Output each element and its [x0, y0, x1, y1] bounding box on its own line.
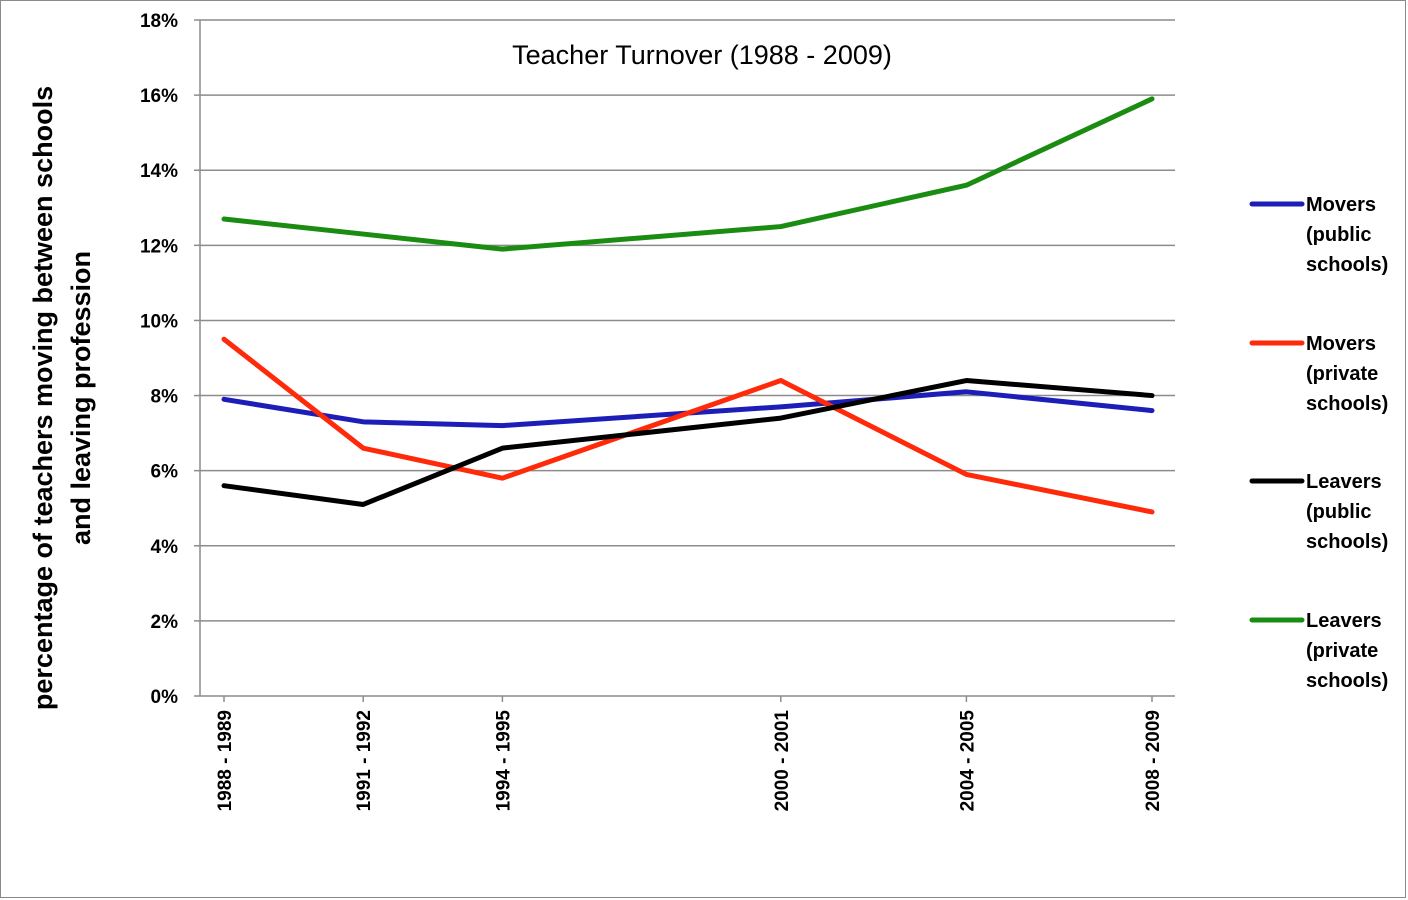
legend-label-1-2: schools): [1306, 393, 1388, 415]
series-lines: [221, 96, 1155, 515]
y-tick-label-16: 16%: [140, 86, 178, 107]
legend-label-2-2: schools): [1306, 531, 1388, 553]
y-tick-label-18: 18%: [140, 11, 178, 32]
y-axis-label-line-1: percentage of teachers moving between sc…: [28, 86, 58, 710]
x-tick-labels: 1988 - 1989 1991 - 1992 1994 - 1995 2000 - …: [215, 710, 1164, 812]
x-tick-label-1: 1991 - 1992: [354, 710, 375, 811]
y-tick-label-8: 8%: [151, 387, 179, 408]
chart-title: Teacher Turnover (1988 - 2009): [512, 40, 892, 70]
legend-label-0-0: Movers: [1306, 194, 1376, 216]
y-tick-label-4: 4%: [151, 537, 179, 558]
legend-label-3-1: (private: [1306, 640, 1378, 662]
y-tick-labels: 0% 2% 4% 6% 8% 10% 12% 14% 16% 18%: [140, 11, 178, 708]
legend-label-1-0: Movers: [1306, 333, 1376, 355]
series-line-3: [221, 96, 1155, 252]
series-line-1: [221, 336, 1155, 515]
y-tick-label-6: 6%: [151, 462, 179, 483]
y-axis-label-line-2: and leaving profession: [66, 251, 96, 545]
series-line-0: [221, 389, 1155, 429]
legend-label-2-0: Leavers: [1306, 471, 1382, 493]
series-line-2: [221, 378, 1155, 507]
legend-label-2-1: (public: [1306, 501, 1372, 523]
y-tick-label-12: 12%: [140, 236, 178, 257]
y-tick-label-14: 14%: [140, 161, 178, 182]
y-axis-label: percentage of teachers moving between sc…: [28, 86, 96, 710]
legend-label-3-0: Leavers: [1306, 610, 1382, 632]
x-tick-label-2: 1994 - 1995: [493, 710, 514, 812]
gridlines: [200, 19, 1175, 622]
x-tick-label-4: 2004 - 2005: [957, 710, 978, 812]
legend-label-0-1: (public: [1306, 224, 1372, 246]
x-tick-label-5: 2008 - 2009: [1143, 710, 1164, 811]
y-tick-label-2: 2%: [151, 612, 179, 633]
legend-label-1-1: (private: [1306, 363, 1378, 385]
legend-label-0-2: schools): [1306, 254, 1388, 276]
y-tick-label-0: 0%: [151, 687, 179, 708]
x-tick-label-3: 2000 - 2001: [772, 710, 793, 812]
axes: [194, 19, 1175, 702]
legend-label-3-2: schools): [1306, 670, 1388, 692]
legend: Movers (public schools) Movers (private schoo…: [1249, 194, 1388, 692]
x-tick-label-0: 1988 - 1989: [215, 710, 236, 811]
y-tick-label-10: 10%: [140, 311, 178, 332]
